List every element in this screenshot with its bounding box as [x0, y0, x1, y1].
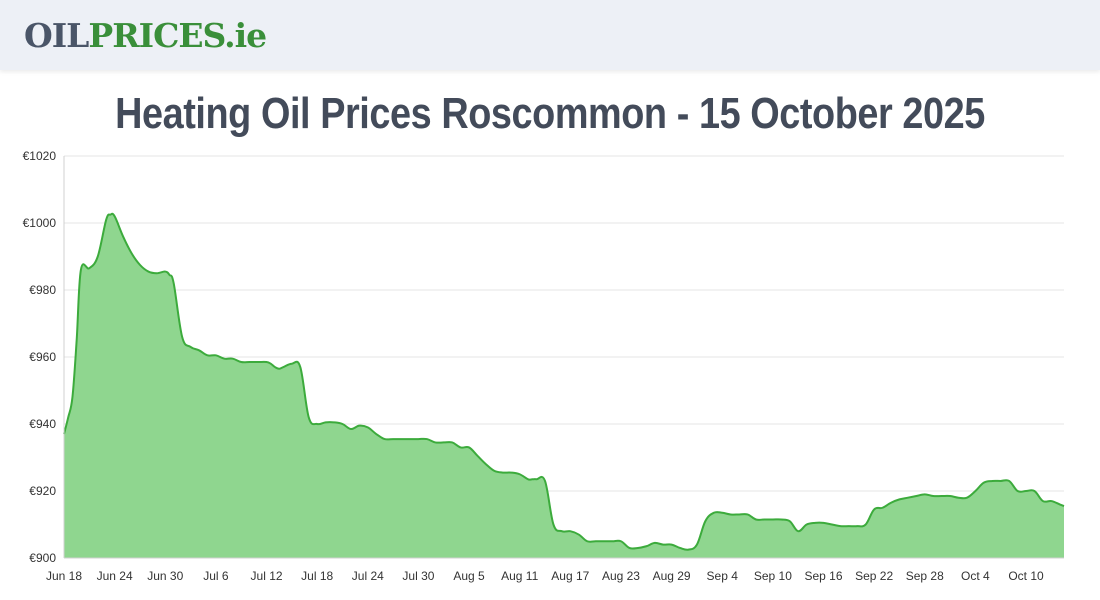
x-tick-label: Oct 4: [961, 569, 990, 583]
y-tick-label: €960: [29, 350, 56, 364]
x-tick-label: Sep 16: [804, 569, 842, 583]
y-tick-label: €980: [29, 283, 56, 297]
page-title: Heating Oil Prices Roscommon - 15 Octobe…: [115, 89, 985, 138]
x-tick-label: Oct 10: [1008, 569, 1044, 583]
y-tick-label: €1020: [23, 149, 57, 163]
y-tick-label: €1000: [23, 216, 57, 230]
logo-prices-text: PRICES: [88, 16, 225, 55]
x-tick-label: Sep 4: [707, 569, 739, 583]
x-tick-label: Jul 30: [402, 569, 434, 583]
x-tick-label: Jun 18: [46, 569, 82, 583]
x-tick-label: Sep 28: [906, 569, 944, 583]
logo-oil-text: OIL: [24, 16, 89, 55]
y-tick-label: €940: [29, 417, 56, 431]
series-area-fill: [64, 213, 1064, 558]
x-tick-label: Jun 30: [147, 569, 183, 583]
site-header: OILPRICES.ie: [0, 0, 1100, 70]
x-tick-label: Aug 11: [501, 569, 538, 583]
y-tick-label: €920: [29, 484, 56, 498]
x-tick-label: Sep 10: [754, 569, 792, 583]
chart-axes: €900 €920 €940 €960 €980 €1000 €1020 Jun 18 Jun …: [23, 149, 1064, 583]
x-tick-label: Aug 17: [551, 569, 589, 583]
chart-area-layer: [63, 212, 1065, 558]
logo-ie-text: .ie: [224, 16, 267, 55]
x-tick-label: Jun 24: [97, 569, 133, 583]
series-line: [63, 212, 1065, 551]
site-logo[interactable]: OILPRICES.ie: [24, 14, 267, 58]
price-chart: €900 €920 €940 €960 €980 €1000 €1020 Jun 18 Jun …: [23, 149, 1065, 583]
x-tick-label: Aug 29: [653, 569, 691, 583]
x-tick-label: Jul 12: [251, 569, 283, 583]
x-tick-label: Aug 5: [453, 569, 485, 583]
x-tick-label: Aug 23: [602, 569, 640, 583]
x-tick-label: Sep 22: [855, 569, 893, 583]
x-tick-label: Jul 18: [301, 569, 333, 583]
x-tick-label: Jul 24: [352, 569, 384, 583]
x-tick-label: Jul 6: [203, 569, 229, 583]
y-tick-label: €900: [29, 551, 56, 565]
